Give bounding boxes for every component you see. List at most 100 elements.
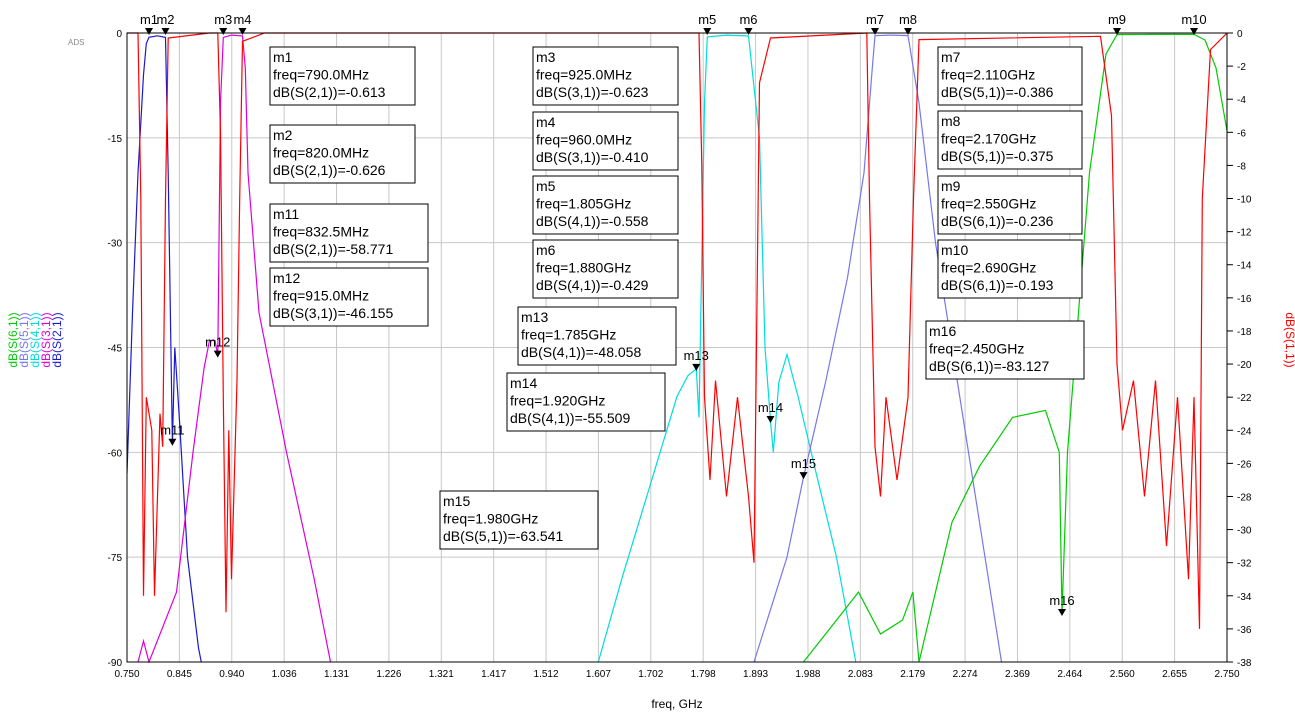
- left-tick-label: -15: [108, 134, 123, 145]
- x-tick-label: 0.845: [167, 669, 192, 680]
- readout-line: m12: [273, 270, 300, 286]
- left-tick-label: -90: [108, 658, 123, 669]
- readout-box: [532, 46, 679, 106]
- right-tick-label: -12: [1237, 228, 1252, 239]
- x-tick-label: 1.417: [481, 669, 506, 680]
- readout-line: freq=960.0MHz: [536, 132, 632, 148]
- right-axis-label: dB(S(1,1)): [1283, 312, 1295, 367]
- readout-box: [937, 175, 1083, 235]
- x-tick-label: 1.607: [586, 669, 611, 680]
- readout-box: [517, 306, 677, 366]
- readout-line: m6: [536, 242, 556, 258]
- right-tick-label: -10: [1237, 195, 1252, 206]
- marker-m11-label: m11: [160, 423, 184, 438]
- x-tick-label: 0.750: [114, 669, 139, 680]
- marker-m15-icon: [799, 472, 808, 480]
- x-tick-label: 1.988: [795, 669, 820, 680]
- readout-box: [269, 46, 416, 106]
- right-tick-label: -32: [1237, 559, 1252, 570]
- readout-line: dB(S(2,1))=-0.613: [273, 84, 386, 100]
- readout-line: freq=915.0MHz: [273, 288, 369, 304]
- readout-line: freq=790.0MHz: [273, 67, 369, 83]
- readout-box: [532, 175, 679, 235]
- x-tick-label: 1.512: [534, 669, 559, 680]
- readout-line: dB(S(6,1))=-83.127: [929, 358, 1049, 374]
- series-dbs11: [127, 32, 1227, 629]
- left-tick-label: -45: [108, 344, 123, 355]
- marker-m2-icon: [161, 28, 170, 35]
- x-axis-label: freq, GHz: [651, 697, 702, 711]
- marker-m9-icon: [1113, 28, 1121, 35]
- marker-m14-icon: [766, 415, 775, 423]
- x-tick-label: 1.131: [324, 669, 349, 680]
- marker-m5-icon: [703, 28, 712, 35]
- marker-m5-label: m5: [698, 12, 716, 27]
- x-tick-label: 1.036: [272, 669, 297, 680]
- right-tick-label: -14: [1237, 261, 1252, 272]
- readout-line: dB(S(4,1))=-0.429: [536, 277, 649, 293]
- readout-line: m1: [273, 49, 293, 65]
- marker-m14-label: m14: [758, 400, 783, 415]
- left-axis-ticks: 0 -15 -30 -45 -60 -75 -90: [108, 29, 123, 669]
- marker-m10-icon: [1190, 28, 1198, 35]
- right-tick-label: -8: [1237, 161, 1246, 172]
- readout-line: m8: [941, 113, 961, 129]
- right-tick-label: -28: [1237, 492, 1252, 503]
- readout-line: dB(S(2,1))=-58.771: [273, 241, 393, 257]
- readout-line: m11: [273, 206, 299, 222]
- right-tick-label: -6: [1237, 128, 1246, 139]
- x-tick-label: 2.274: [953, 669, 978, 680]
- x-tick-label: 2.083: [848, 669, 873, 680]
- readout-line: dB(S(3,1))=-46.155: [273, 305, 393, 321]
- x-tick-label: 2.179: [900, 669, 925, 680]
- readout-line: dB(S(4,1))=-0.558: [536, 213, 649, 229]
- readout-box: [937, 239, 1083, 299]
- readout-box: [925, 320, 1085, 380]
- x-tick-label: 0.940: [219, 669, 244, 680]
- x-tick-label: 2.750: [1214, 669, 1239, 680]
- left-tick-label: -60: [108, 448, 123, 459]
- left-tick-label: -30: [108, 239, 123, 250]
- right-tick-label: -22: [1237, 393, 1252, 404]
- x-tick-label: 2.655: [1162, 669, 1187, 680]
- app-badge: ADS: [68, 38, 84, 47]
- readout-line: freq=1.920GHz: [510, 393, 605, 409]
- readout-box: [269, 124, 416, 184]
- left-axis-label: dB(S(5,1)): [17, 312, 31, 367]
- readout-line: dB(S(5,1))=-0.386: [941, 84, 1054, 100]
- right-tick-label: -36: [1237, 625, 1252, 636]
- x-tick-label: 1.798: [691, 669, 716, 680]
- left-axis-label: dB(S(2,1)): [50, 312, 64, 367]
- left-axis-label: dB(S(3,1)): [39, 312, 53, 367]
- readout-line: dB(S(6,1))=-0.193: [941, 277, 1054, 293]
- x-tick-label: 1.893: [743, 669, 768, 680]
- marker-m6-label: m6: [739, 12, 757, 27]
- readout-line: m14: [510, 375, 537, 391]
- right-tick-label: -26: [1237, 459, 1252, 470]
- marker-m6-icon: [744, 28, 753, 35]
- readout-line: freq=2.170GHz: [941, 131, 1036, 147]
- marker-m4-icon: [238, 28, 247, 35]
- readout-line: dB(S(4,1))=-55.509: [510, 410, 630, 426]
- readout-line: m13: [521, 309, 548, 325]
- right-tick-label: -16: [1237, 294, 1252, 305]
- plot-area: [126, 32, 1228, 663]
- traces: [127, 32, 1227, 663]
- x-axis-ticks: 0.750 0.845 0.940 1.036 1.131 1.226 1.321 1.417…: [114, 669, 1239, 680]
- marker-m7-label: m7: [866, 12, 884, 27]
- readout-box: [532, 239, 679, 299]
- marker-m11-icon: [168, 438, 177, 446]
